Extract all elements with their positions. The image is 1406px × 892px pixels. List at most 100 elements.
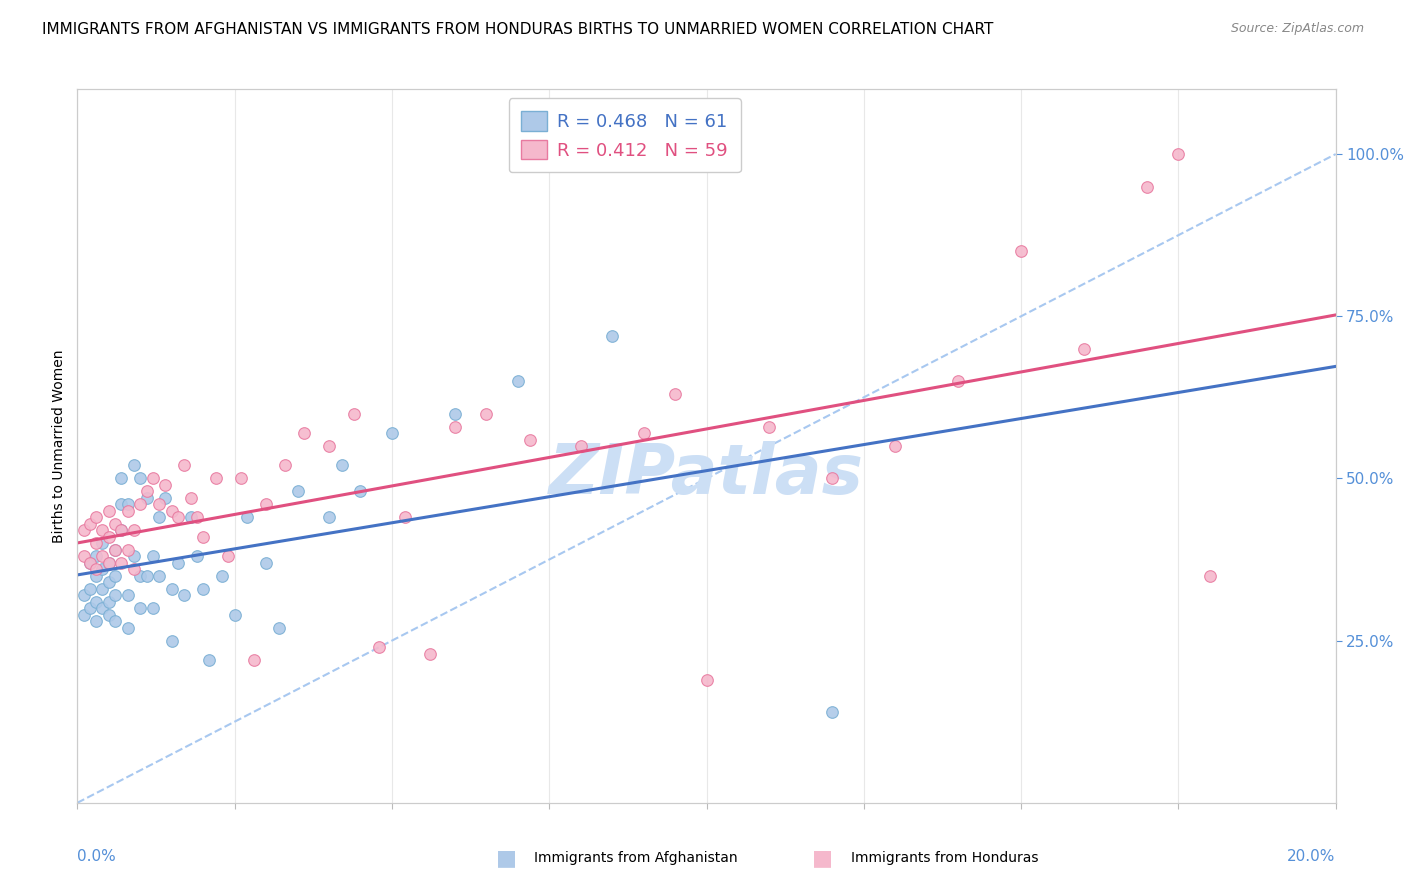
Text: Source: ZipAtlas.com: Source: ZipAtlas.com — [1230, 22, 1364, 36]
Point — [84, 568, 107, 582]
Point — [186, 549, 208, 564]
Point — [97, 530, 120, 544]
Point — [368, 640, 391, 654]
Point — [91, 549, 114, 564]
Point — [117, 504, 139, 518]
Point — [267, 621, 290, 635]
Point — [1167, 147, 1189, 161]
Point — [129, 471, 152, 485]
Point — [633, 425, 655, 440]
Point — [129, 497, 152, 511]
Point — [84, 549, 107, 564]
Point — [160, 633, 183, 648]
Point — [79, 582, 101, 596]
Point — [97, 595, 120, 609]
Text: ■: ■ — [813, 848, 832, 868]
Point — [129, 601, 152, 615]
Point — [72, 607, 94, 622]
Point — [84, 562, 107, 576]
Point — [110, 556, 132, 570]
Point — [758, 419, 780, 434]
Point — [519, 433, 541, 447]
Point — [191, 582, 215, 596]
Point — [155, 478, 177, 492]
Point — [506, 374, 529, 388]
Point — [330, 458, 353, 473]
Point — [104, 542, 127, 557]
Point — [110, 471, 132, 485]
Point — [79, 556, 101, 570]
Point — [821, 471, 844, 485]
Point — [79, 516, 101, 531]
Text: ■: ■ — [496, 848, 516, 868]
Point — [129, 568, 152, 582]
Point — [84, 510, 107, 524]
Point — [155, 491, 177, 505]
Point — [104, 542, 127, 557]
Point — [287, 484, 309, 499]
Point — [1136, 179, 1159, 194]
Point — [110, 524, 132, 538]
Point — [104, 568, 127, 582]
Point — [198, 653, 221, 667]
Point — [821, 705, 844, 719]
Point — [117, 588, 139, 602]
Point — [117, 497, 139, 511]
Text: ZIPatlas: ZIPatlas — [548, 441, 865, 508]
Point — [394, 510, 416, 524]
Point — [569, 439, 592, 453]
Point — [318, 439, 340, 453]
Legend: R = 0.468   N = 61, R = 0.412   N = 59: R = 0.468 N = 61, R = 0.412 N = 59 — [509, 98, 741, 172]
Point — [664, 387, 686, 401]
Point — [84, 536, 107, 550]
Point — [1010, 244, 1032, 259]
Point — [91, 582, 114, 596]
Point — [148, 510, 170, 524]
Point — [104, 614, 127, 628]
Point — [91, 601, 114, 615]
Point — [84, 614, 107, 628]
Point — [117, 621, 139, 635]
Point — [167, 556, 190, 570]
Point — [242, 653, 264, 667]
Text: IMMIGRANTS FROM AFGHANISTAN VS IMMIGRANTS FROM HONDURAS BIRTHS TO UNMARRIED WOME: IMMIGRANTS FROM AFGHANISTAN VS IMMIGRANT… — [42, 22, 994, 37]
Point — [91, 562, 114, 576]
Point — [475, 407, 498, 421]
Point — [236, 510, 259, 524]
Y-axis label: Births to Unmarried Women: Births to Unmarried Women — [52, 350, 66, 542]
Point — [173, 588, 195, 602]
Point — [948, 374, 970, 388]
Point — [444, 407, 467, 421]
Point — [191, 530, 215, 544]
Point — [110, 497, 132, 511]
Point — [97, 607, 120, 622]
Point — [381, 425, 404, 440]
Point — [97, 556, 120, 570]
Point — [91, 536, 114, 550]
Point — [142, 601, 165, 615]
Point — [204, 471, 226, 485]
Point — [117, 542, 139, 557]
Point — [104, 516, 127, 531]
Point — [224, 607, 246, 622]
Point — [254, 556, 277, 570]
Point — [79, 556, 101, 570]
Point — [160, 504, 183, 518]
Point — [72, 588, 94, 602]
Point — [79, 601, 101, 615]
Point — [884, 439, 907, 453]
Point — [72, 549, 94, 564]
Point — [97, 556, 120, 570]
Point — [180, 491, 202, 505]
Point — [600, 328, 623, 343]
Point — [160, 582, 183, 596]
Text: Immigrants from Honduras: Immigrants from Honduras — [851, 851, 1038, 865]
Point — [91, 524, 114, 538]
Point — [349, 484, 371, 499]
Point — [104, 588, 127, 602]
Point — [211, 568, 233, 582]
Point — [444, 419, 467, 434]
Text: Immigrants from Afghanistan: Immigrants from Afghanistan — [534, 851, 738, 865]
Point — [142, 549, 165, 564]
Point — [180, 510, 202, 524]
